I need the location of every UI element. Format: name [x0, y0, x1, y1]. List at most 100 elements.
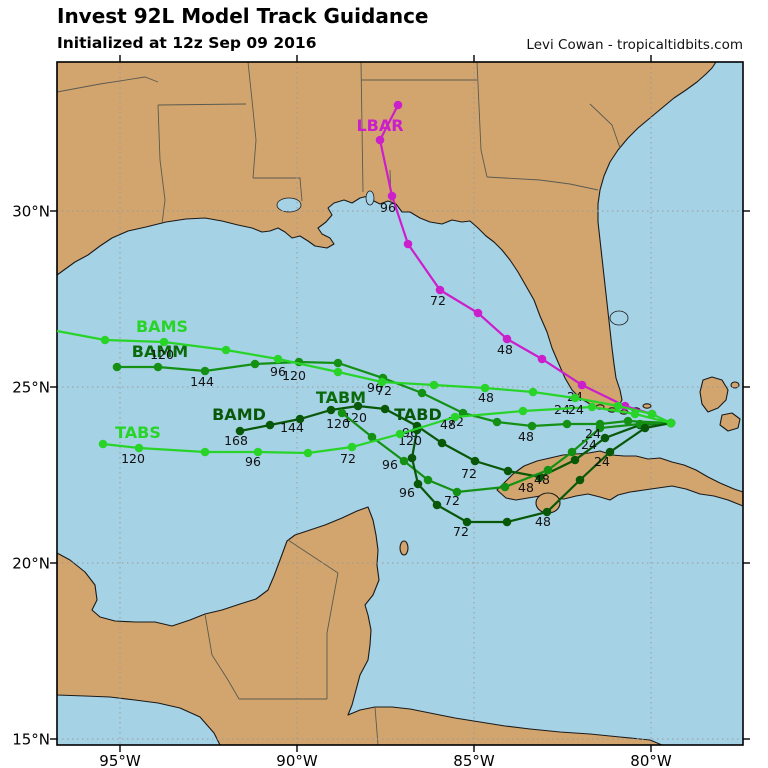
model-tracks-layer: 487296120144BAMM24487296120144168BAMD244…	[56, 100, 676, 539]
state-borders-layer	[56, 61, 621, 746]
track-point	[200, 447, 210, 457]
credit-text: Levi Cowan - tropicaltidbits.com	[526, 37, 743, 53]
track-point	[462, 517, 472, 527]
mobile-bay	[365, 190, 375, 206]
track-point	[570, 393, 580, 403]
forecast-hour-label: 120	[326, 416, 350, 431]
forecast-hour-label: 120	[150, 347, 174, 362]
track-point	[395, 429, 405, 439]
track-point	[265, 420, 275, 430]
lat-axis-label: 25°N	[12, 379, 50, 397]
track-point	[473, 308, 483, 318]
track-point	[273, 354, 283, 364]
track-point	[429, 380, 439, 390]
forecast-hour-label: 120	[121, 451, 145, 466]
track-tabd: 24 48 72 96 120 TABD	[394, 405, 676, 539]
track-point	[595, 423, 605, 433]
track-point	[452, 487, 462, 497]
forecast-hour-label: 24	[585, 426, 601, 441]
lake-okeechobee	[609, 310, 629, 326]
track-point	[537, 354, 547, 364]
track-point	[432, 500, 442, 510]
forecast-hour-label: 120	[282, 368, 306, 383]
track-point	[640, 423, 650, 433]
track-point	[435, 285, 445, 295]
forecast-hour-label: 48	[518, 429, 534, 444]
track-point	[480, 383, 490, 393]
forecast-hour-label: 144	[190, 374, 214, 389]
forecast-hour-label: 72	[453, 524, 469, 539]
lon-axis-label: 90°W	[276, 752, 318, 768]
track-point	[492, 417, 502, 427]
axis-labels-layer: 30°N 25°N 20°N 15°N 95°W 90°W 85°W 80°W	[12, 55, 750, 768]
lon-axis-label: 95°W	[99, 752, 141, 768]
track-point	[326, 405, 336, 415]
lakes-layer	[276, 190, 629, 326]
track-point	[399, 456, 409, 466]
track-point	[253, 447, 263, 457]
track-point	[221, 345, 231, 355]
track-point	[542, 507, 552, 517]
track-point	[153, 362, 163, 372]
forecast-hour-label: 72	[444, 493, 460, 508]
track-point	[528, 387, 538, 397]
forecast-hour-label: 72	[340, 451, 356, 466]
lon-axis-label: 85°W	[453, 752, 495, 768]
model-name-label-tabm: TABM	[316, 388, 366, 407]
page-title: Invest 92L Model Track Guidance	[57, 4, 429, 28]
track-point	[417, 388, 427, 398]
map-frame	[56, 61, 744, 746]
track-point	[605, 447, 615, 457]
forecast-hour-label: 24	[594, 454, 610, 469]
track-point	[647, 409, 657, 419]
land-layer	[56, 61, 744, 746]
us-coastline	[56, 61, 717, 411]
track-point	[500, 482, 510, 492]
track-point	[347, 442, 357, 452]
track-point	[387, 191, 397, 201]
track-point	[600, 433, 610, 443]
track-point	[575, 475, 585, 485]
track-point	[502, 334, 512, 344]
forecast-hour-label: 120	[398, 433, 422, 448]
track-point	[295, 414, 305, 424]
track-point	[587, 402, 597, 412]
forecast-hour-label: 120	[343, 410, 367, 425]
track-point	[407, 453, 417, 463]
axis-ticks	[50, 55, 750, 752]
forecast-hour-label: 48	[440, 417, 456, 432]
track-point	[333, 358, 343, 368]
track-point	[503, 466, 513, 476]
init-time-subtitle: Initialized at 12z Sep 09 2016	[57, 34, 317, 52]
lon-axis-label: 80°W	[630, 752, 672, 768]
forecast-hour-label: 96	[380, 200, 396, 215]
track-point	[562, 419, 572, 429]
track-line-tabs	[102, 405, 672, 455]
model-name-label-lbar: LBAR	[356, 116, 403, 135]
lake-pontchartrain	[276, 197, 302, 213]
model-name-label-bams: BAMS	[136, 317, 188, 336]
track-point	[666, 418, 676, 428]
forecast-hour-label: 48	[518, 480, 534, 495]
forecast-hour-label: 72	[376, 383, 392, 398]
track-line-bams	[56, 329, 672, 424]
track-point	[527, 421, 537, 431]
track-point	[437, 438, 447, 448]
track-point	[377, 377, 387, 387]
track-point	[423, 475, 433, 485]
andros-island	[699, 376, 729, 413]
track-point	[413, 479, 423, 489]
cozumel-island	[399, 540, 409, 556]
track-point	[250, 359, 260, 369]
forecast-hour-label: 48	[534, 472, 550, 487]
track-point	[570, 455, 580, 465]
lat-axis-label: 15°N	[12, 731, 50, 749]
track-point	[333, 367, 343, 377]
forecast-hour-label: 96	[382, 457, 398, 472]
model-name-label-tabs: TABS	[115, 423, 161, 442]
